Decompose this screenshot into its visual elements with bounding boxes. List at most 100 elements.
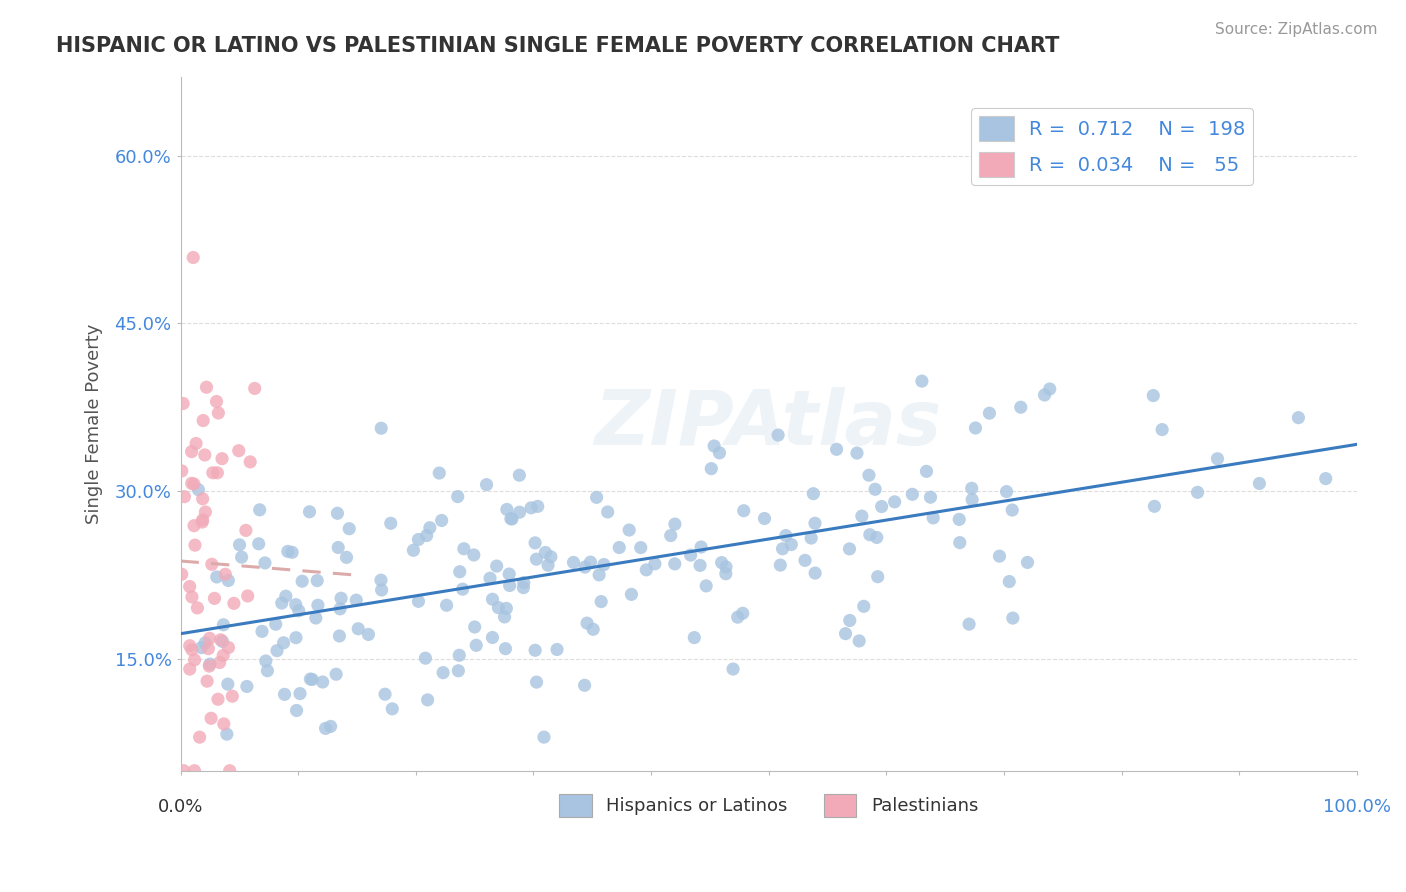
Point — [1206, 451, 1229, 466]
Point — [408, 533, 430, 547]
Point — [179, 662, 201, 676]
Point — [588, 568, 610, 582]
Point — [920, 490, 942, 504]
Point — [683, 631, 706, 645]
Point — [481, 592, 503, 607]
Point — [1033, 388, 1056, 402]
Point — [585, 491, 607, 505]
Point — [998, 574, 1021, 589]
Point — [617, 523, 640, 537]
Point — [593, 558, 616, 572]
Point — [236, 589, 259, 603]
Point — [838, 541, 860, 556]
Point — [217, 574, 239, 588]
Point — [488, 600, 510, 615]
Point — [194, 505, 217, 519]
Point — [328, 541, 350, 555]
Point — [709, 446, 731, 460]
Point — [311, 675, 333, 690]
Point — [988, 549, 1011, 563]
Point — [866, 570, 889, 584]
Point — [180, 642, 202, 657]
Point — [315, 722, 337, 736]
Point — [636, 563, 658, 577]
Point — [537, 558, 560, 573]
Point — [780, 537, 803, 551]
Point — [325, 667, 347, 681]
Point — [307, 574, 329, 588]
Point — [700, 461, 723, 475]
Point — [825, 442, 848, 457]
Point — [513, 575, 536, 590]
Point — [533, 730, 555, 744]
Point — [754, 511, 776, 525]
Point — [207, 406, 229, 420]
Point — [501, 512, 523, 526]
Point — [291, 574, 314, 589]
Point — [496, 502, 519, 516]
Point — [838, 614, 860, 628]
Point — [184, 538, 207, 552]
Point — [298, 505, 321, 519]
Point — [863, 483, 886, 497]
Point — [436, 599, 458, 613]
Point — [427, 466, 450, 480]
Point — [231, 550, 253, 565]
Point — [198, 657, 221, 672]
Point — [664, 517, 686, 532]
Legend: Hispanics or Latinos, Palestinians: Hispanics or Latinos, Palestinians — [553, 787, 986, 824]
Point — [540, 549, 562, 564]
Point — [198, 632, 221, 646]
Point — [285, 631, 308, 645]
Text: 0.0%: 0.0% — [157, 798, 204, 816]
Point — [337, 522, 360, 536]
Point — [509, 505, 531, 519]
Point — [236, 680, 259, 694]
Point — [212, 717, 235, 731]
Point — [775, 528, 797, 542]
Point — [211, 451, 233, 466]
Point — [465, 638, 488, 652]
Point — [264, 617, 287, 632]
Point — [374, 687, 396, 701]
Point — [858, 468, 880, 483]
Point — [911, 374, 934, 388]
Text: Source: ZipAtlas.com: Source: ZipAtlas.com — [1215, 22, 1378, 37]
Point — [172, 396, 194, 410]
Point — [689, 558, 711, 573]
Point — [596, 505, 619, 519]
Point — [188, 730, 211, 744]
Point — [576, 616, 599, 631]
Point — [1152, 423, 1174, 437]
Point — [208, 656, 231, 670]
Point — [453, 541, 475, 556]
Point — [769, 558, 792, 573]
Point — [851, 509, 873, 524]
Point — [644, 557, 666, 571]
Point — [1187, 485, 1209, 500]
Point — [1315, 472, 1337, 486]
Point — [1017, 555, 1039, 569]
Point — [630, 541, 652, 555]
Point — [495, 641, 517, 656]
Point — [852, 599, 875, 614]
Point — [209, 632, 232, 647]
Text: 100.0%: 100.0% — [1323, 798, 1391, 816]
Point — [183, 653, 205, 667]
Point — [381, 702, 404, 716]
Point — [714, 566, 737, 581]
Point — [173, 764, 195, 778]
Point — [419, 521, 441, 535]
Point — [731, 607, 754, 621]
Point — [526, 500, 548, 514]
Point — [1039, 382, 1062, 396]
Point — [191, 491, 214, 506]
Point — [228, 538, 250, 552]
Point — [370, 573, 392, 587]
Point — [1143, 500, 1166, 514]
Point — [499, 511, 522, 525]
Point — [288, 687, 311, 701]
Point — [883, 495, 905, 509]
Point — [201, 466, 224, 480]
Point — [846, 446, 869, 460]
